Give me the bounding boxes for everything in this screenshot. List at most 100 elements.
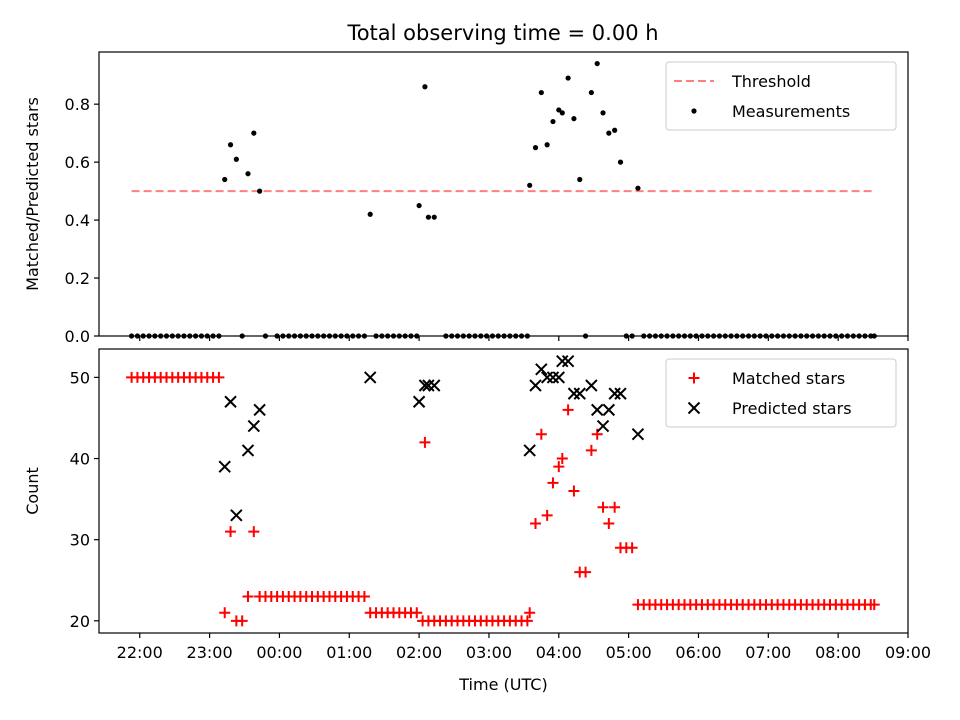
measurement-point [181, 333, 187, 339]
bottom-xtick-label: 08:00 [815, 643, 861, 662]
top-legend: Threshold Measurements [665, 61, 897, 131]
measurement-point [280, 333, 286, 339]
measurement-point [751, 333, 757, 339]
measurement-point [291, 333, 298, 339]
measurement-point [641, 333, 647, 339]
measurement-point [728, 333, 734, 339]
measurement-point [472, 333, 478, 339]
measurement-point [664, 333, 670, 339]
measurement-point [594, 60, 600, 67]
matched-star-point [868, 599, 880, 611]
top-ytick-label: 0.8 [65, 95, 90, 114]
measurement-point [757, 333, 763, 339]
legend-label: Predicted stars [732, 399, 852, 418]
measurement-point [478, 333, 484, 339]
measurement-point [454, 333, 461, 339]
measurement-point [460, 333, 466, 339]
predicted-star-point [590, 403, 604, 417]
bottom-xtick-label: 05:00 [606, 643, 652, 662]
measurement-point [361, 333, 367, 339]
bottom-legend-box [665, 358, 897, 428]
measurement-point [245, 171, 251, 177]
top-plot-area [128, 60, 877, 339]
matched-star-point [626, 542, 638, 554]
measurement-point [681, 333, 688, 339]
measurement-point [559, 110, 565, 116]
measurement-point [140, 333, 146, 339]
measurement-point [740, 333, 746, 339]
bottom-xtick-label: 22:00 [117, 643, 163, 662]
matched-star-point [597, 501, 609, 513]
measurement-point [763, 333, 769, 339]
predicted-star-point [523, 444, 536, 457]
matched-star-point [219, 607, 231, 619]
measurement-point [821, 333, 827, 339]
measurement-point [210, 333, 216, 339]
measurement-point [422, 84, 428, 90]
measurement-point [489, 333, 496, 339]
measurement-point [850, 333, 856, 339]
measurement-point [332, 333, 338, 339]
matched-star-point [585, 444, 597, 456]
predicted-star-point [224, 395, 237, 408]
measurement-point [484, 333, 490, 339]
measurement-point [385, 333, 391, 339]
measurement-point [524, 333, 530, 339]
legend-matched-marker [688, 372, 700, 384]
matched-star-point [556, 453, 568, 465]
predicted-star-point [247, 419, 261, 433]
matched-star-point [535, 428, 547, 440]
matched-star-point [603, 517, 615, 529]
measurement-point [670, 333, 676, 339]
measurement-point [571, 116, 577, 122]
measurement-point [309, 333, 315, 339]
measurement-point [617, 159, 624, 165]
top-panel: 0.0 0.2 0.4 0.6 0.8 Matched/Predicted stars Th… [23, 51, 909, 346]
measurement-point [495, 333, 501, 339]
measurement-point [629, 333, 635, 339]
measurement-point [833, 333, 839, 339]
bottom-xtick-label: 03:00 [466, 643, 512, 662]
measurement-point [582, 333, 589, 339]
measurement-point [588, 89, 594, 96]
legend-label: Threshold [731, 72, 811, 91]
matched-star-point [248, 526, 260, 538]
measurement-point [227, 142, 234, 148]
measurement-point [722, 333, 728, 339]
bottom-x-axis-label: Time (UTC) [458, 675, 547, 694]
matched-star-point [580, 566, 592, 578]
measurement-point [705, 333, 711, 339]
predicted-star-point [418, 379, 432, 392]
bottom-panel: 20 30 40 50 22:00 23:00 00:00 01:00 02:00 03:00 04… [23, 348, 931, 694]
predicted-star-point [596, 419, 610, 433]
measurement-point [839, 333, 845, 339]
measurement-point [152, 333, 158, 339]
matched-star-point [609, 501, 621, 513]
measurement-point [827, 333, 833, 339]
measurement-point [262, 333, 269, 339]
measurement-point [792, 333, 798, 339]
measurement-point [501, 333, 507, 339]
measurement-point [257, 188, 263, 194]
measurement-point [326, 333, 333, 339]
measurement-point [798, 333, 804, 339]
measurement-point [809, 333, 816, 339]
measurement-point [646, 333, 653, 339]
measurement-point [734, 333, 740, 339]
measurement-point [239, 333, 245, 339]
measurement-point [550, 118, 556, 125]
measurement-point [169, 333, 175, 339]
measurement-point [286, 333, 292, 339]
measurement-point [699, 333, 705, 339]
bottom-ytick-label: 50 [70, 368, 90, 387]
measurement-point [635, 185, 641, 191]
measurement-point [769, 333, 775, 339]
matched-star-point [225, 526, 237, 538]
predicted-star-point [561, 354, 575, 368]
measurement-point [687, 333, 693, 339]
matched-star-point [521, 615, 533, 627]
measurement-point [676, 333, 682, 339]
measurement-point [163, 333, 170, 339]
figure-title: Total observing time = 0.00 h [346, 21, 658, 45]
matched-star-point [358, 590, 370, 602]
